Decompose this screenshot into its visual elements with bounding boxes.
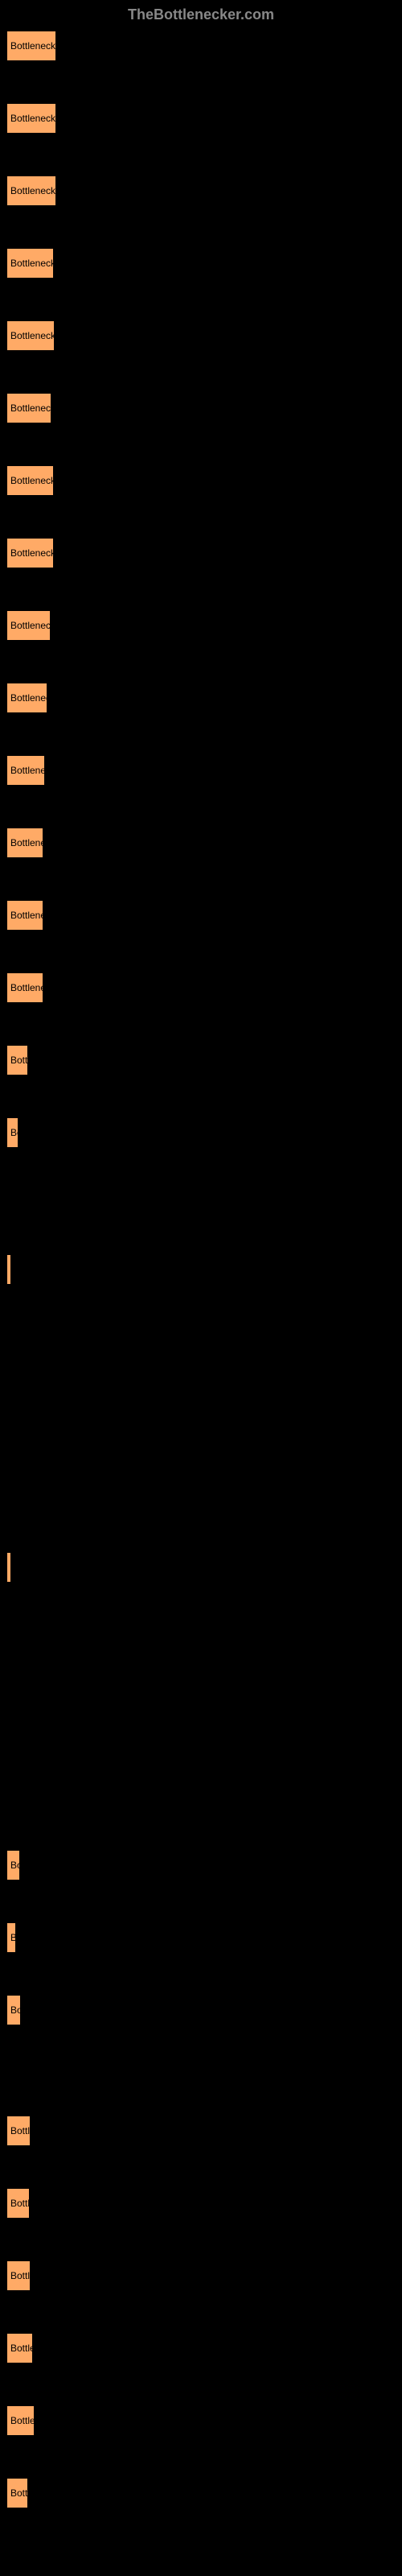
chart-bar: Bo [6, 1995, 21, 2025]
bar-label: Bottl [10, 2487, 28, 2499]
bar-row: Bottlen [6, 2405, 402, 2437]
bar-row: Bottleneck r [6, 320, 402, 352]
chart-bar: Bottl [6, 2478, 28, 2508]
bar-label: Bottleneck r [10, 330, 55, 341]
chart-bar: Bottleneck r [6, 320, 55, 351]
bar-row: Bottle [6, 2115, 402, 2147]
chart-bar: Bottleneck [6, 610, 51, 641]
chart-bar: Bottlenec [6, 972, 43, 1003]
chart-bar: B [6, 1922, 16, 1953]
bar-label: Bottleneck r [10, 258, 54, 269]
bar-label: Bottleneck [10, 620, 51, 631]
bar-row: Bottl [6, 2187, 402, 2219]
chart-bar: Bottle [6, 2333, 33, 2363]
bar-label: Bottlenec [10, 982, 43, 993]
site-header: TheBottlenecker.com [0, 0, 402, 30]
bar-label: Bottl [10, 1055, 28, 1066]
bar-row: Bo [6, 1849, 402, 1881]
chart-bar: Bottleneck r [6, 248, 54, 279]
bar-label: Bo [10, 1860, 20, 1871]
bar-label: Bottle [10, 2125, 31, 2136]
bar-label: Bottle [10, 2343, 33, 2354]
bar-row [6, 1551, 402, 1583]
bar-label: Bottleneck re [10, 113, 56, 124]
chart-bar: Bottleneck re [6, 175, 56, 206]
bar-row: Bottleneck r [6, 247, 402, 279]
bar-row: Bottleneck re [6, 30, 402, 62]
chart-bar [6, 1254, 11, 1285]
bar-label: Bottleneck r [10, 547, 54, 559]
bar-label: Bottleneck [10, 402, 51, 414]
chart-bar: Bottlenec [6, 828, 43, 858]
bar-label: Bottlenec [10, 910, 43, 921]
bar-label: Bo [10, 2004, 21, 2016]
bar-row: Bottlenec [6, 972, 402, 1004]
chart-bar [6, 1552, 11, 1583]
bar-row: Bottlenec [6, 899, 402, 931]
bar-row: Bo [6, 1994, 402, 2026]
chart-bar: Bottle [6, 2116, 31, 2146]
bar-row: Bottle [6, 2260, 402, 2292]
bar-row: Bottleneck [6, 682, 402, 714]
bar-label: Bottleneck [10, 692, 47, 704]
bar-row: Bottl [6, 1044, 402, 1076]
bar-row [6, 1253, 402, 1286]
chart-bar: Bottleneck [6, 683, 47, 713]
bar-row: Bottleneck r [6, 537, 402, 569]
chart-bar: Bottle [6, 2260, 31, 2291]
bar-label: Bo [10, 1127, 18, 1138]
chart-bar: Bo [6, 1117, 18, 1148]
chart-bar: Bottleneck r [6, 465, 54, 496]
chart-bar: Bottleneck r [6, 538, 54, 568]
bar-row: Bo [6, 1117, 402, 1149]
bar-label: Bottleneck re [10, 40, 56, 52]
bar-row: Bottleneck r [6, 464, 402, 497]
bar-row: Bottleneck [6, 609, 402, 642]
chart-bar: Bottlen [6, 2405, 35, 2436]
bar-row: Bottleneck [6, 754, 402, 786]
chart-bar: Bottlenec [6, 900, 43, 931]
bar-label: Bottl [10, 2198, 30, 2209]
bar-label: Bottleneck [10, 765, 45, 776]
chart-bar: Bottleneck [6, 393, 51, 423]
bar-row: Bottl [6, 2477, 402, 2509]
bar-row: Bottleneck [6, 392, 402, 424]
bar-label: Bottlenec [10, 837, 43, 848]
bar-row: Bottleneck re [6, 175, 402, 207]
bar-label: Bottlen [10, 2415, 35, 2426]
bar-label: B [10, 1932, 16, 1943]
chart-bar: Bottl [6, 2188, 30, 2219]
chart-bar: Bottleneck [6, 755, 45, 786]
chart-bar: Bottl [6, 1045, 28, 1075]
bar-row: B [6, 1922, 402, 1954]
bar-row: Bottleneck re [6, 102, 402, 134]
bar-label: Bottle [10, 2270, 31, 2281]
bar-row: Bottlenec [6, 827, 402, 859]
bar-label: Bottleneck re [10, 185, 56, 196]
bar-label: Bottleneck r [10, 475, 54, 486]
bar-chart: Bottleneck re Bottleneck re Bottleneck re B… [0, 30, 402, 2509]
chart-bar: Bottleneck re [6, 31, 56, 61]
chart-bar: Bottleneck re [6, 103, 56, 134]
bar-row: Bottle [6, 2332, 402, 2364]
chart-bar: Bo [6, 1850, 20, 1880]
